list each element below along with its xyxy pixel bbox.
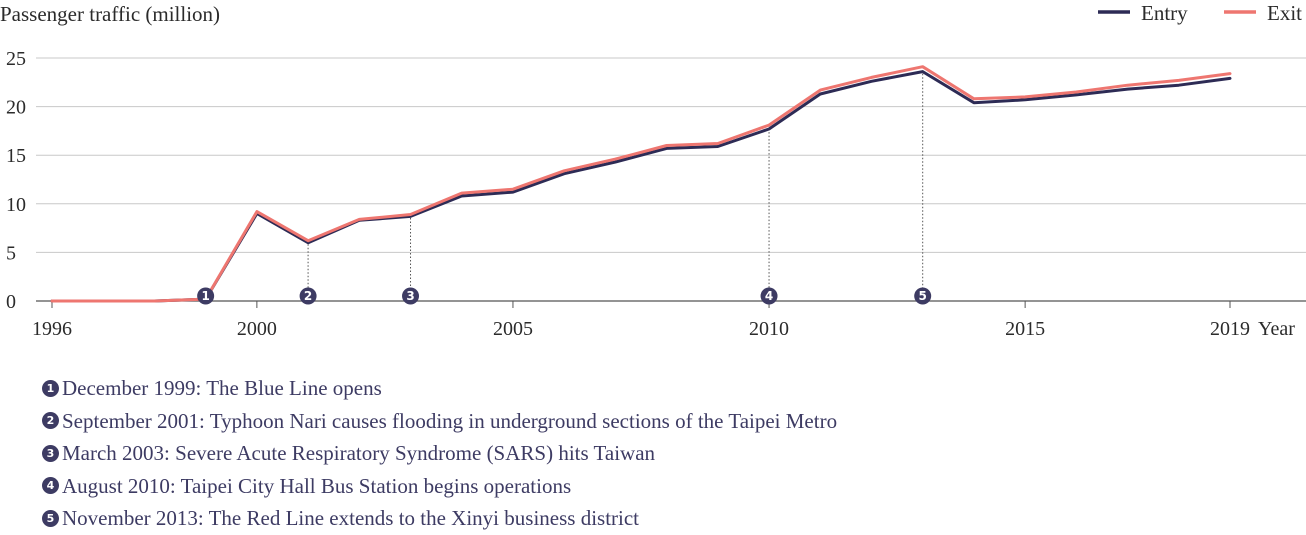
event-marker — [914, 287, 932, 305]
event-marker — [402, 287, 420, 305]
series-line-exit — [50, 65, 1232, 303]
y-tick-label: 25 — [6, 48, 26, 70]
note-badge: 4 — [42, 477, 59, 495]
event-marker — [299, 287, 317, 305]
legend-label-exit: Exit — [1267, 1, 1302, 25]
x-axis-label: Year — [1258, 318, 1295, 340]
note-text: September 2001: Typhoon Nari causes floo… — [62, 408, 838, 433]
series-line-entry — [50, 70, 1232, 303]
x-tick-label: 2005 — [493, 318, 533, 340]
y-tick-label: 0 — [6, 291, 16, 313]
event-marker-label: 3 — [406, 289, 414, 303]
event-marker-label: 4 — [765, 289, 773, 303]
note-item: 5 November 2013: The Red Line extends to … — [42, 502, 837, 535]
note-badge: 1 — [42, 379, 59, 397]
note-text: November 2013: The Red Line extends to t… — [62, 506, 640, 530]
y-tick-label: 15 — [6, 145, 26, 167]
event-marker — [197, 287, 215, 305]
x-tick-label: 1996 — [32, 318, 72, 340]
x-tick-label: 2019 — [1210, 318, 1250, 340]
event-marker-label: 5 — [919, 289, 927, 303]
note-item: 4 August 2010: Taipei City Hall Bus Stati… — [42, 470, 837, 503]
y-tick-label: 5 — [6, 242, 16, 264]
note-text: August 2010: Taipei City Hall Bus Statio… — [62, 473, 572, 498]
event-marker-label: 1 — [201, 289, 209, 303]
y-tick-label: 20 — [6, 97, 26, 119]
x-tick-label: 2015 — [1005, 318, 1045, 340]
note-item: 1 December 1999: The Blue Line opens — [42, 372, 837, 405]
line-chart: Passenger traffic (million)0510152025199… — [0, 1, 1306, 340]
event-notes: 1 December 1999: The Blue Line opens 2 Sep… — [42, 372, 837, 535]
x-tick-label: 2010 — [749, 318, 789, 340]
note-text: December 1999: The Blue Line opens — [62, 376, 382, 400]
note-badge: 3 — [42, 444, 59, 462]
note-item: 2 September 2001: Typhoon Nari causes flo… — [42, 405, 837, 438]
x-tick-label: 2000 — [237, 318, 277, 340]
note-item: 3 March 2003: Severe Acute Respiratory Sy… — [42, 437, 837, 470]
note-text: March 2003: Severe Acute Respiratory Syn… — [62, 441, 656, 465]
event-marker — [760, 287, 778, 305]
note-badge: 2 — [42, 412, 59, 430]
legend-label-entry: Entry — [1141, 1, 1188, 25]
event-marker-label: 2 — [304, 289, 312, 303]
y-tick-label: 10 — [6, 194, 26, 216]
note-badge: 5 — [42, 509, 59, 527]
y-axis-label: Passenger traffic (million) — [0, 2, 220, 26]
